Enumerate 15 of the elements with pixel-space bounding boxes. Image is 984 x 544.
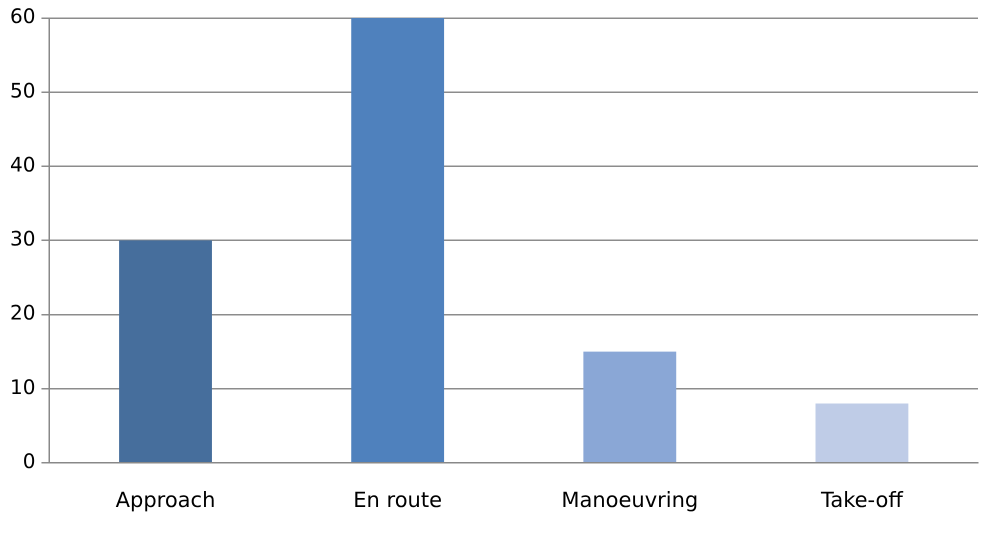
bar — [119, 240, 212, 462]
bar — [583, 352, 676, 462]
y-tick-label: 0 — [22, 449, 36, 474]
bar — [816, 403, 908, 462]
x-tick-label: En route — [353, 488, 442, 512]
y-tick-label: 40 — [10, 152, 36, 176]
y-tick-label: 50 — [10, 78, 36, 102]
y-tick-label: 30 — [10, 226, 36, 251]
x-tick-label: Approach — [116, 488, 216, 512]
y-tick-label: 10 — [10, 374, 36, 399]
y-tick-label: 20 — [10, 300, 36, 325]
x-tick-label: Manoeuvring — [561, 488, 698, 512]
x-tick-label: Take-off — [820, 488, 904, 512]
y-tick-label: 60 — [10, 4, 36, 28]
bar — [351, 18, 444, 462]
